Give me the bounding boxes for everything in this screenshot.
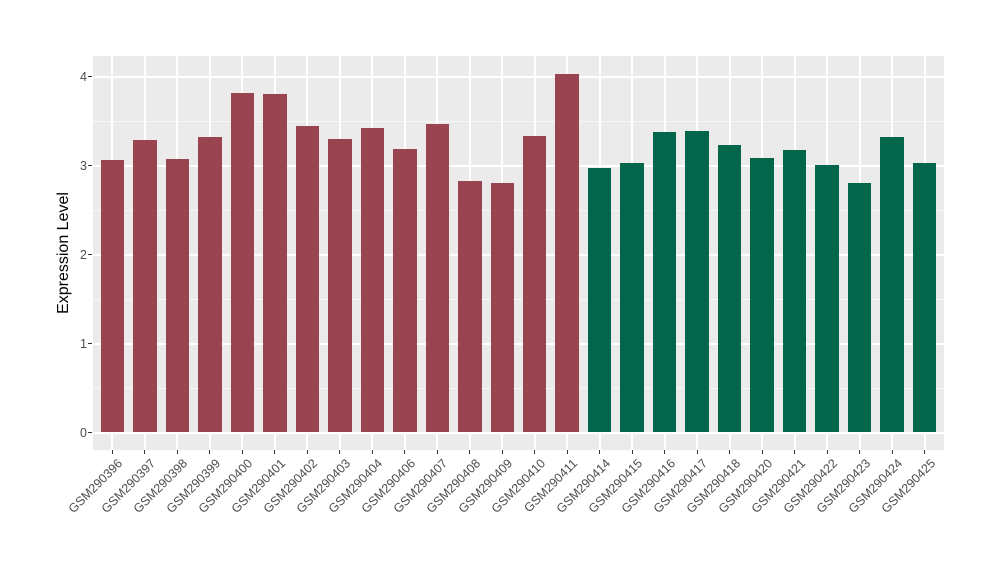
bar-GSM290415	[620, 163, 644, 433]
major-gridline	[93, 431, 944, 434]
bar-GSM290424	[880, 137, 904, 433]
x-tick-mark	[176, 450, 178, 454]
x-tick-mark	[274, 450, 276, 454]
bar-GSM290418	[717, 145, 742, 433]
bar-GSM290401	[263, 93, 287, 433]
bar-GSM290425	[912, 163, 937, 433]
y-tick-label: 3	[80, 158, 87, 173]
bar-GSM290423	[847, 182, 872, 433]
y-tick-label: 0	[80, 425, 87, 440]
x-tick-mark	[306, 450, 308, 454]
bar-GSM290421	[782, 149, 807, 433]
x-tick-mark	[794, 450, 796, 454]
x-tick-mark	[859, 450, 861, 454]
x-tick-mark	[209, 450, 211, 454]
x-tick-mark	[436, 450, 438, 454]
plot-panel	[93, 56, 944, 450]
x-tick-mark	[566, 450, 568, 454]
x-tick-mark	[501, 450, 503, 454]
x-tick-mark	[371, 450, 373, 454]
bar-GSM290396	[100, 159, 125, 433]
x-tick-mark	[404, 450, 406, 454]
x-tick-mark	[826, 450, 828, 454]
minor-gridline	[93, 298, 944, 300]
bar-GSM290398	[165, 158, 190, 433]
bar-GSM290400	[230, 92, 255, 433]
bar-GSM290402	[295, 125, 320, 433]
x-tick-mark	[339, 450, 341, 454]
major-gridline	[93, 75, 944, 78]
x-tick-mark	[631, 450, 633, 454]
bar-GSM290399	[198, 137, 222, 433]
x-tick-mark	[696, 450, 698, 454]
bar-GSM290407	[425, 124, 449, 433]
bar-GSM290416	[652, 132, 677, 433]
bar-GSM290408	[458, 180, 482, 433]
x-tick-mark	[144, 450, 146, 454]
bar-GSM290403	[328, 139, 352, 433]
x-tick-mark	[599, 450, 601, 454]
bar-GSM290397	[133, 140, 157, 433]
bar-GSM290414	[587, 167, 612, 433]
y-tick-label: 4	[80, 69, 87, 84]
x-tick-mark	[534, 450, 536, 454]
y-tick-mark	[88, 343, 92, 345]
bar-GSM290417	[685, 131, 709, 433]
y-tick-mark	[88, 254, 92, 256]
x-tick-mark	[111, 450, 113, 454]
minor-gridline	[93, 209, 944, 211]
x-tick-mark	[664, 450, 666, 454]
bar-GSM290404	[360, 127, 385, 433]
x-tick-mark	[241, 450, 243, 454]
major-gridline	[93, 164, 944, 167]
major-gridline	[93, 253, 944, 256]
minor-gridline	[93, 387, 944, 389]
bar-GSM290406	[393, 148, 417, 433]
x-tick-mark	[729, 450, 731, 454]
y-tick-mark	[88, 432, 92, 433]
y-tick-label: 2	[80, 247, 87, 262]
bar-GSM290410	[522, 136, 547, 433]
bar-GSM290422	[815, 164, 839, 433]
y-tick-mark	[88, 165, 92, 167]
major-gridline	[93, 342, 944, 345]
x-tick-mark	[761, 450, 763, 454]
x-tick-mark	[891, 450, 893, 454]
x-tick-mark	[469, 450, 471, 454]
bar-GSM290420	[750, 157, 774, 433]
minor-gridline	[93, 120, 944, 122]
bar-GSM290409	[490, 182, 514, 433]
x-tick-mark	[924, 450, 926, 454]
y-tick-label: 1	[80, 336, 87, 351]
bar-GSM290411	[555, 74, 579, 433]
y-tick-mark	[88, 76, 92, 78]
